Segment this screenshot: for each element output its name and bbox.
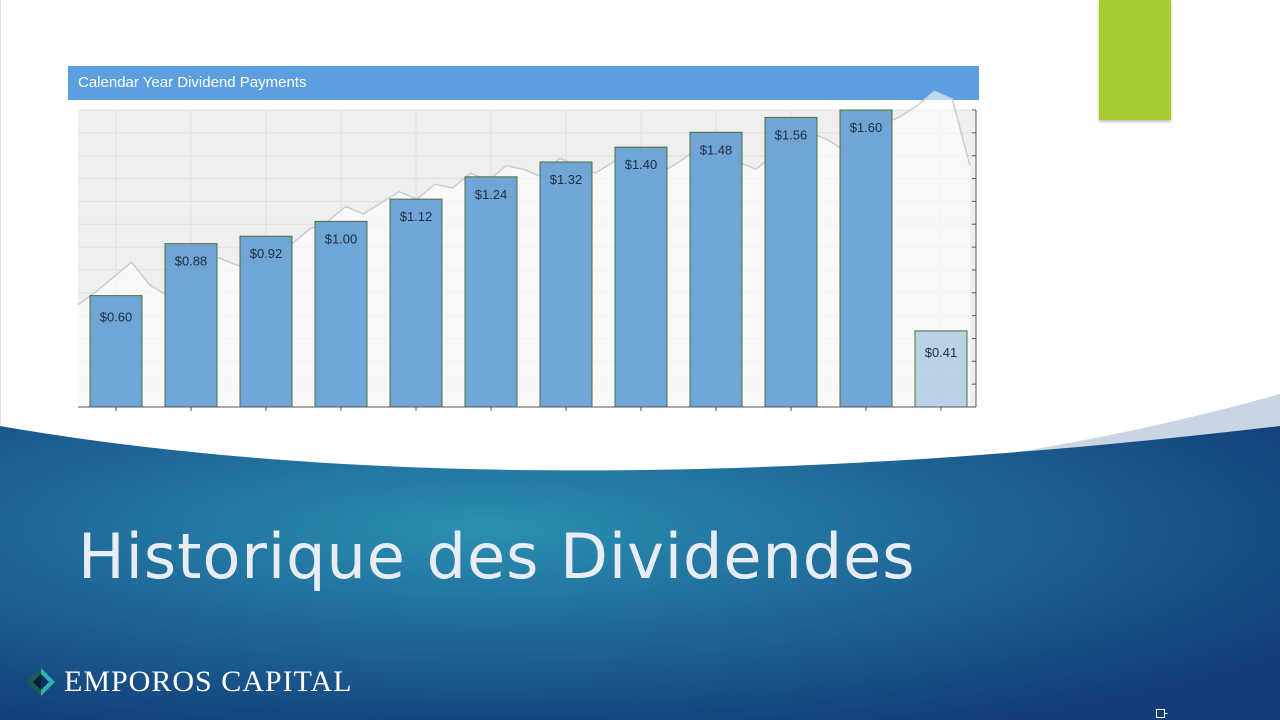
green-accent-block bbox=[1099, 0, 1171, 120]
bar-10 bbox=[764, 116, 818, 408]
bar-label-6: $1.24 bbox=[475, 187, 508, 202]
blue-wave bbox=[0, 426, 1280, 720]
slide-left-rule bbox=[0, 0, 1, 430]
bar-2 bbox=[164, 243, 218, 408]
bar-label-1: $0.60 bbox=[100, 310, 133, 325]
chart-title: Calendar Year Dividend Payments bbox=[68, 66, 979, 100]
bar-8 bbox=[614, 146, 668, 408]
bar-label-12: $0.41 bbox=[925, 345, 958, 360]
bar-label-4: $1.00 bbox=[325, 231, 358, 246]
dividend-chart-panel: Calendar Year Dividend Payments $0.60 $0.… bbox=[68, 66, 979, 411]
bar-5 bbox=[389, 198, 443, 408]
emporos-logo-icon bbox=[27, 668, 55, 696]
bar-label-3: $0.92 bbox=[250, 246, 283, 261]
bar-1 bbox=[89, 295, 143, 408]
bar-6 bbox=[464, 176, 518, 408]
bar-4 bbox=[314, 220, 368, 408]
bar-7 bbox=[539, 161, 593, 408]
bar-9 bbox=[689, 131, 743, 408]
bar-label-5: $1.12 bbox=[400, 209, 433, 224]
bar-label-7: $1.32 bbox=[550, 172, 583, 187]
price-line bbox=[77, 90, 971, 306]
bar-11 bbox=[839, 109, 893, 408]
bar-3 bbox=[239, 235, 293, 408]
bar-12 bbox=[914, 330, 968, 408]
brand-footer: EMPOROS CAPITAL bbox=[26, 662, 352, 702]
notes-icon[interactable] bbox=[1156, 709, 1168, 718]
dividend-bar-chart: $0.60 $0.88 $0.92 $1.00 $1.12 $1.24 $1.32 $1.40… bbox=[77, 90, 977, 411]
bar-label-2: $0.88 bbox=[175, 254, 208, 269]
price-area bbox=[78, 91, 970, 408]
bar-label-9: $1.48 bbox=[700, 142, 733, 157]
bar-label-11: $1.60 bbox=[850, 120, 883, 135]
slide-title: Historique des Dividendes bbox=[78, 520, 916, 593]
bar-label-8: $1.40 bbox=[625, 157, 658, 172]
slide-wave-background bbox=[0, 394, 1280, 720]
brand-name: EMPOROS CAPITAL bbox=[64, 665, 353, 698]
bar-label-10: $1.56 bbox=[775, 127, 808, 142]
